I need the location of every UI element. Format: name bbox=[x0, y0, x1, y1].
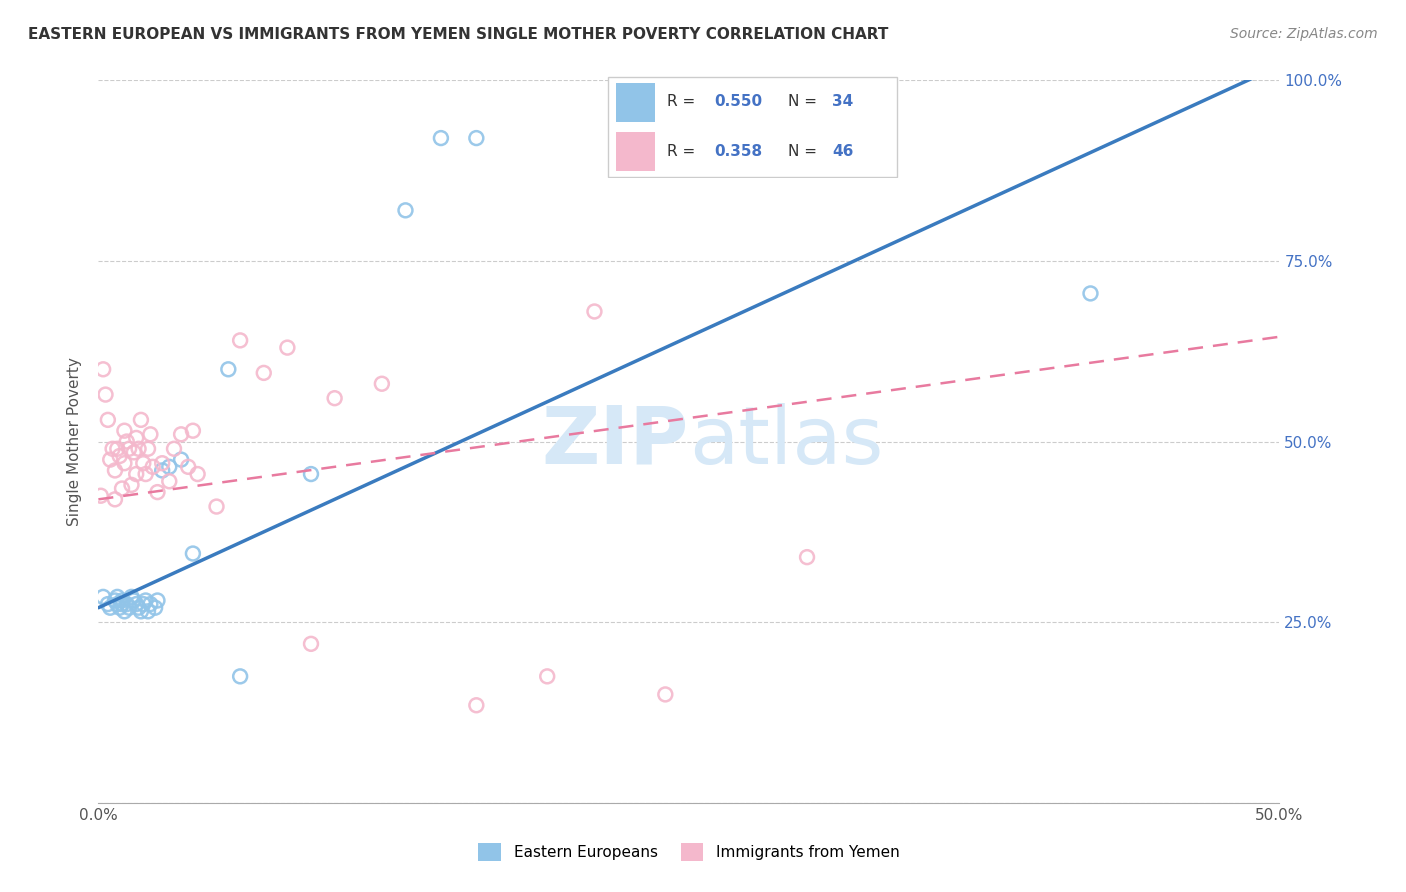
Point bbox=[98, 452, 121, 467]
Point bbox=[115, 597, 138, 611]
Point bbox=[112, 424, 135, 438]
Point bbox=[150, 456, 173, 470]
Point bbox=[181, 424, 204, 438]
Point bbox=[583, 304, 606, 318]
Point bbox=[121, 590, 143, 604]
Point bbox=[98, 600, 121, 615]
Point bbox=[323, 391, 346, 405]
Point bbox=[105, 590, 128, 604]
Point bbox=[129, 413, 152, 427]
Point bbox=[177, 459, 200, 474]
Point bbox=[170, 427, 193, 442]
Point bbox=[135, 593, 157, 607]
Point bbox=[217, 362, 239, 376]
Point bbox=[90, 489, 112, 503]
Point bbox=[229, 669, 252, 683]
Point bbox=[125, 597, 148, 611]
Point bbox=[205, 500, 228, 514]
Point bbox=[465, 698, 488, 713]
Point bbox=[465, 131, 488, 145]
Point bbox=[170, 452, 193, 467]
Point bbox=[157, 459, 180, 474]
Point bbox=[94, 387, 117, 401]
Point bbox=[536, 669, 558, 683]
Text: 0.358: 0.358 bbox=[714, 144, 762, 159]
Point bbox=[125, 431, 148, 445]
Point bbox=[253, 366, 276, 380]
Text: R =: R = bbox=[666, 144, 700, 159]
Point bbox=[121, 478, 143, 492]
Point bbox=[104, 593, 127, 607]
Point bbox=[91, 362, 114, 376]
Point bbox=[276, 341, 298, 355]
Point bbox=[128, 442, 150, 456]
Point bbox=[108, 449, 131, 463]
Point bbox=[105, 442, 128, 456]
Point bbox=[104, 463, 127, 477]
Point bbox=[163, 442, 186, 456]
Point bbox=[115, 434, 138, 449]
Point bbox=[129, 604, 152, 618]
Point bbox=[111, 593, 134, 607]
Text: N =: N = bbox=[787, 144, 821, 159]
Text: atlas: atlas bbox=[689, 402, 883, 481]
Point bbox=[125, 467, 148, 481]
Point bbox=[150, 463, 173, 477]
Point bbox=[101, 442, 124, 456]
Text: N =: N = bbox=[787, 95, 821, 110]
Point bbox=[111, 597, 134, 611]
Point bbox=[111, 482, 134, 496]
Point bbox=[128, 600, 150, 615]
Point bbox=[108, 600, 131, 615]
Point bbox=[146, 593, 169, 607]
Point bbox=[654, 687, 676, 701]
Legend: Eastern Europeans, Immigrants from Yemen: Eastern Europeans, Immigrants from Yemen bbox=[472, 837, 905, 867]
Point bbox=[97, 597, 120, 611]
Point bbox=[112, 456, 135, 470]
Point bbox=[118, 442, 141, 456]
Point bbox=[1080, 286, 1102, 301]
Point bbox=[299, 637, 322, 651]
Text: R =: R = bbox=[666, 95, 700, 110]
Point bbox=[139, 427, 162, 442]
Text: 0.550: 0.550 bbox=[714, 95, 762, 110]
FancyBboxPatch shape bbox=[607, 77, 897, 178]
Text: ZIP: ZIP bbox=[541, 402, 689, 481]
Point bbox=[394, 203, 416, 218]
Point bbox=[136, 442, 159, 456]
Point bbox=[229, 334, 252, 348]
Point bbox=[157, 475, 180, 489]
Point bbox=[142, 459, 165, 474]
Point bbox=[143, 600, 166, 615]
Text: Source: ZipAtlas.com: Source: ZipAtlas.com bbox=[1230, 27, 1378, 41]
Point bbox=[136, 604, 159, 618]
Point bbox=[135, 467, 157, 481]
Point bbox=[187, 467, 209, 481]
Point bbox=[118, 600, 141, 615]
Point bbox=[371, 376, 394, 391]
Point bbox=[91, 590, 114, 604]
Point bbox=[146, 485, 169, 500]
Y-axis label: Single Mother Poverty: Single Mother Poverty bbox=[67, 357, 83, 526]
Point bbox=[299, 467, 322, 481]
Point bbox=[112, 604, 135, 618]
Point bbox=[181, 547, 204, 561]
Point bbox=[105, 597, 128, 611]
Bar bbox=[616, 132, 655, 171]
Point bbox=[132, 597, 155, 611]
Point bbox=[122, 445, 145, 459]
Bar bbox=[616, 83, 655, 122]
Point bbox=[796, 550, 818, 565]
Point bbox=[122, 593, 145, 607]
Point bbox=[139, 597, 162, 611]
Point bbox=[132, 456, 155, 470]
Point bbox=[430, 131, 453, 145]
Point bbox=[104, 492, 127, 507]
Point bbox=[97, 413, 120, 427]
Text: 34: 34 bbox=[832, 95, 853, 110]
Text: EASTERN EUROPEAN VS IMMIGRANTS FROM YEMEN SINGLE MOTHER POVERTY CORRELATION CHAR: EASTERN EUROPEAN VS IMMIGRANTS FROM YEME… bbox=[28, 27, 889, 42]
Text: 46: 46 bbox=[832, 144, 853, 159]
